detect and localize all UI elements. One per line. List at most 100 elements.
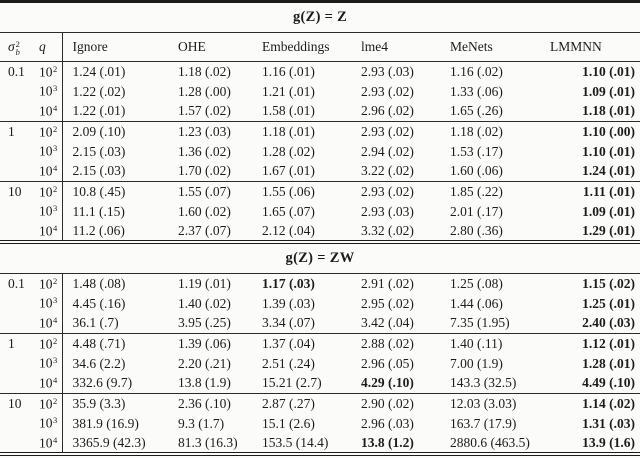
q-value: 103	[33, 293, 63, 314]
result-cell-embeddings: 1.18 (.01)	[262, 123, 315, 139]
q-exponent: 3	[53, 83, 58, 94]
result-cell-embeddings: 2.51 (.24)	[262, 355, 315, 371]
result-cell-menets: 2.80 (.36)	[450, 222, 503, 238]
q-value: 103	[33, 141, 63, 162]
result-cell-lme4: 3.42 (.04)	[351, 313, 440, 334]
result-cell-ignore: 1.22 (.02)	[72, 83, 126, 99]
q-value: 102	[33, 393, 63, 414]
q-base: 10	[39, 184, 53, 199]
q-base: 10	[39, 276, 53, 291]
result-cell-ignore: 381.9 (16.9)	[72, 415, 139, 431]
result-cell-menets: 7.35 (1.95)	[440, 313, 550, 334]
result-cell-ignore: 4.45 (.16)	[72, 295, 126, 311]
result-cell-lmmnn: 1.14 (.02)	[582, 395, 636, 411]
sigma-value	[0, 373, 33, 394]
result-cell-ignore: 4.48 (.71)	[72, 335, 126, 351]
table-row: 103 1.22 (.02) 1.28 (.00) 1.21 (.01) 2.93 (.…	[0, 81, 640, 102]
table-row: 0.1 102 1.24 (.01) 1.18 (.02) 1.16 (.01) 2.93…	[0, 61, 640, 82]
result-cell-embeddings: 1.58 (.01)	[252, 101, 351, 122]
q-value: 103	[33, 201, 63, 222]
result-cell-ignore: 2.09 (.10)	[72, 123, 126, 139]
result-cell-menets: 1.40 (.11)	[450, 335, 503, 351]
result-cell-ohe: 1.23 (.03)	[178, 123, 231, 139]
q-base: 10	[39, 124, 53, 139]
sigma-value	[0, 161, 33, 182]
sigma-value: 0.1	[8, 275, 25, 291]
q-exponent: 3	[53, 203, 58, 214]
table-row: 104 36.1 (.7) 3.95 (.25) 3.34 (.07) 3.42 (.0…	[0, 313, 640, 334]
result-cell-menets: 7.00 (1.9)	[450, 355, 503, 371]
sigma-value: 1	[8, 335, 15, 351]
q-base: 10	[39, 415, 53, 431]
sigma-superscript: 2	[15, 38, 20, 49]
result-cell-embeddings: 1.28 (.02)	[262, 143, 315, 159]
result-cell-ohe: 1.28 (.00)	[178, 83, 231, 99]
table-row: 104 1.22 (.01) 1.57 (.02) 1.58 (.01) 2.96 (.…	[0, 101, 640, 122]
q-base: 10	[39, 315, 53, 331]
col-header-ignore: Ignore	[62, 32, 168, 62]
result-cell-lmmnn: 1.11 (.01)	[582, 183, 636, 199]
col-header-ohe: OHE	[168, 32, 252, 62]
result-cell-lmmnn: 13.9 (1.6)	[582, 434, 636, 450]
table-row: 103 11.1 (.15) 1.60 (.02) 1.65 (.07) 2.93 (.…	[0, 201, 640, 222]
result-cell-lme4: 2.90 (.02)	[361, 395, 414, 411]
result-cell-embeddings: 1.17 (.03)	[262, 275, 315, 291]
q-symbol: q	[39, 39, 46, 54]
q-base: 10	[39, 295, 53, 311]
result-cell-menets: 2880.6 (463.5)	[450, 434, 530, 450]
q-value: 102	[33, 181, 63, 202]
result-cell-embeddings: 3.34 (.07)	[252, 313, 351, 334]
sigma-value	[0, 202, 33, 222]
sigma-value: 0.1	[8, 63, 25, 79]
sigma-value: 1	[8, 123, 15, 139]
result-cell-lmmnn: 1.29 (.01)	[582, 222, 636, 238]
result-cell-ignore: 35.9 (3.3)	[72, 395, 126, 411]
result-cell-lmmnn: 1.09 (.01)	[582, 83, 636, 99]
q-base: 10	[39, 336, 53, 351]
sigma-subscript: b	[15, 46, 20, 57]
result-cell-lmmnn: 1.28 (.01)	[582, 355, 636, 371]
result-cell-ohe: 2.20 (.21)	[178, 355, 231, 371]
result-cell-lmmnn: 1.12 (.01)	[582, 335, 636, 351]
result-cell-ohe: 1.70 (.02)	[168, 161, 252, 182]
result-cell-embeddings: 15.1 (2.6)	[262, 415, 315, 431]
table-header-row: σ 2 b q Ignore OHE Embeddings lme4 MeNets LMMNN	[0, 32, 640, 62]
result-cell-lmmnn: 1.24 (.01)	[550, 161, 640, 182]
result-cell-menets: 1.18 (.02)	[450, 123, 503, 139]
result-cell-ignore: 1.22 (.01)	[62, 101, 168, 122]
q-exponent: 2	[53, 123, 58, 134]
q-exponent: 2	[53, 183, 58, 194]
table-row: 0.1 102 1.48 (.08) 1.19 (.01) 1.17 (.03) 2.91…	[0, 273, 640, 294]
q-value: 103	[33, 353, 63, 374]
result-cell-ignore: 332.6 (9.7)	[62, 373, 168, 394]
result-cell-embeddings: 153.5 (14.4)	[262, 434, 329, 450]
result-cell-ohe: 81.3 (16.3)	[178, 434, 238, 450]
q-base: 10	[39, 163, 53, 179]
result-cell-lme4: 2.96 (.05)	[361, 355, 414, 371]
result-cell-embeddings: 1.37 (.04)	[262, 335, 315, 351]
sigma-symbol: σ	[8, 38, 15, 54]
sigma-value	[0, 101, 33, 122]
result-cell-ignore: 10.8 (.45)	[72, 183, 126, 199]
result-cell-embeddings: 1.16 (.01)	[262, 63, 315, 79]
result-cell-lme4: 2.94 (.02)	[361, 143, 414, 159]
table-row: 104 2.15 (.03) 1.70 (.02) 1.67 (.01) 3.22 (.…	[0, 161, 640, 182]
q-value: 104	[33, 161, 63, 182]
q-value: 102	[33, 333, 63, 354]
result-cell-embeddings: 1.65 (.07)	[262, 203, 315, 219]
result-cell-ohe: 2.37 (.07)	[178, 222, 231, 238]
table-row: 104 11.2 (.06) 2.37 (.07) 2.12 (.04) 3.32 (.…	[0, 221, 640, 242]
sigma-value	[0, 82, 33, 102]
result-cell-lme4: 2.93 (.03)	[361, 203, 414, 219]
q-exponent: 3	[53, 415, 58, 426]
sigma-value	[0, 313, 33, 334]
table-row: 10 102 35.9 (3.3) 2.36 (.10) 2.87 (.27) 2.90 …	[0, 393, 640, 414]
result-cell-embeddings: 1.55 (.06)	[262, 183, 315, 199]
result-cell-lme4: 2.93 (.02)	[361, 123, 414, 139]
sigma-value	[0, 414, 33, 434]
table-row: 103 34.6 (2.2) 2.20 (.21) 2.51 (.24) 2.96 (.…	[0, 353, 640, 374]
q-exponent: 4	[53, 375, 58, 385]
result-cell-ignore: 2.15 (.03)	[62, 161, 168, 182]
result-cell-embeddings: 2.12 (.04)	[262, 222, 315, 238]
